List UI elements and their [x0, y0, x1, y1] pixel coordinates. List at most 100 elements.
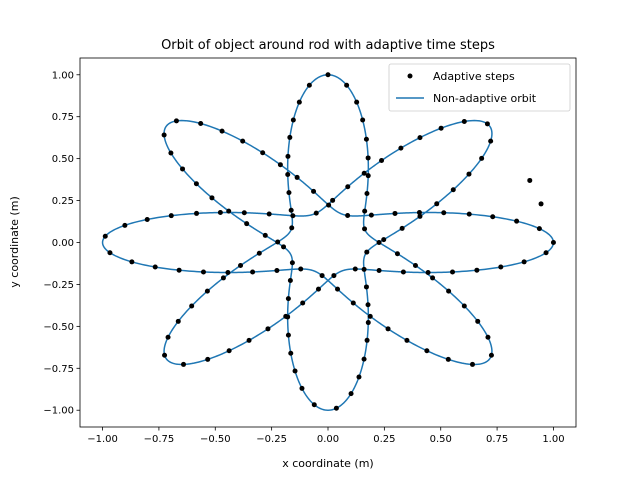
- adaptive-step-point: [319, 273, 325, 279]
- adaptive-step-point: [311, 188, 317, 194]
- adaptive-step-point: [265, 326, 271, 332]
- adaptive-step-point: [399, 225, 405, 231]
- adaptive-step-point: [446, 288, 452, 294]
- adaptive-step-point: [226, 208, 232, 214]
- adaptive-step-point: [129, 259, 135, 265]
- x-tick-label: 0.75: [486, 434, 508, 445]
- adaptive-step-point: [475, 318, 481, 324]
- x-tick-label: 0.50: [430, 434, 452, 445]
- adaptive-step-point: [193, 181, 199, 187]
- adaptive-step-point: [217, 210, 223, 216]
- adaptive-step-point: [430, 275, 436, 281]
- adaptive-step-point: [490, 214, 496, 220]
- adaptive-step-point: [438, 125, 444, 131]
- adaptive-step-point: [238, 262, 244, 268]
- adaptive-step-point: [361, 170, 367, 176]
- adaptive-step-point: [364, 249, 370, 255]
- adaptive-step-point: [466, 211, 472, 217]
- adaptive-step-point: [277, 162, 283, 168]
- adaptive-step-point: [240, 138, 246, 144]
- x-tick-label: 0.25: [373, 434, 395, 445]
- adaptive-step-point: [262, 232, 268, 238]
- adaptive-step-point: [379, 158, 385, 164]
- adaptive-step-point: [161, 132, 167, 138]
- adaptive-step-point: [514, 218, 520, 224]
- adaptive-step-point: [287, 278, 293, 284]
- adaptive-step-point: [292, 368, 298, 374]
- y-tick-label: 0.50: [52, 154, 74, 165]
- adaptive-step-point: [244, 221, 250, 227]
- adaptive-step-point: [298, 266, 304, 272]
- adaptive-step-point: [333, 405, 339, 411]
- adaptive-step-point: [226, 348, 232, 354]
- y-tick-label: 0.75: [52, 112, 74, 123]
- adaptive-step-point: [289, 225, 295, 231]
- adaptive-step-point: [417, 213, 423, 219]
- adaptive-step-point: [365, 320, 371, 326]
- adaptive-step-point: [198, 121, 204, 127]
- adaptive-step-point: [219, 128, 225, 134]
- adaptive-step-point: [260, 150, 266, 156]
- y-tick-label: 1.00: [52, 70, 74, 81]
- adaptive-step-point: [285, 332, 291, 338]
- y-tick-label: −1.00: [43, 406, 74, 417]
- adaptive-step-point: [209, 195, 215, 201]
- adaptive-step-point: [246, 337, 252, 343]
- adaptive-step-point: [311, 402, 317, 408]
- adaptive-step-point: [102, 233, 108, 239]
- adaptive-step-point: [220, 275, 226, 281]
- legend-marker-adaptive-steps: [407, 73, 413, 79]
- adaptive-step-point: [122, 222, 128, 228]
- adaptive-step-point: [162, 352, 168, 358]
- adaptive-step-point: [345, 184, 351, 190]
- adaptive-step-point: [152, 264, 158, 270]
- legend-label-non-adaptive-orbit: Non-adaptive orbit: [433, 92, 537, 105]
- x-tick-label: 0.00: [317, 434, 339, 445]
- adaptive-step-point: [404, 337, 410, 343]
- adaptive-step-point: [400, 269, 406, 275]
- y-tick-label: −0.50: [43, 322, 74, 333]
- adaptive-step-point: [294, 174, 300, 180]
- x-tick-label: −0.25: [256, 434, 287, 445]
- adaptive-step-point: [352, 266, 358, 272]
- adaptive-step-point: [326, 202, 332, 208]
- adaptive-step-point: [250, 269, 256, 275]
- adaptive-step-point: [527, 177, 533, 183]
- adaptive-step-point: [286, 190, 292, 196]
- adaptive-step-point: [450, 187, 456, 193]
- adaptive-step-point: [364, 190, 370, 196]
- adaptive-step-point: [285, 171, 291, 177]
- adaptive-step-point: [498, 264, 504, 270]
- adaptive-step-point: [287, 134, 293, 140]
- adaptive-step-point: [466, 171, 472, 177]
- adaptive-step-point: [416, 210, 422, 216]
- adaptive-step-point: [285, 296, 291, 302]
- y-axis: −1.00 −0.75 −0.50 −0.25 0.00 0.25 0.50 0.75 1.00: [43, 70, 80, 417]
- adaptive-step-point: [425, 270, 431, 276]
- adaptive-step-point: [538, 201, 544, 207]
- adaptive-step-point: [335, 286, 341, 292]
- adaptive-step-point: [289, 260, 295, 266]
- adaptive-step-point: [469, 361, 475, 367]
- adaptive-step-point: [434, 201, 440, 207]
- legend-box: [388, 63, 571, 112]
- adaptive-step-point: [362, 226, 368, 232]
- adaptive-step-point: [345, 213, 351, 219]
- y-tick-label: 0.25: [52, 196, 74, 207]
- adaptive-step-point: [385, 326, 391, 332]
- adaptive-step-point: [543, 250, 549, 256]
- adaptive-step-point: [204, 288, 210, 294]
- adaptive-step-point: [363, 136, 369, 142]
- adaptive-step-point: [479, 155, 485, 161]
- adaptive-step-point: [365, 302, 371, 308]
- series-adaptive-steps-markers: [102, 72, 556, 411]
- adaptive-step-point: [521, 259, 527, 265]
- adaptive-step-point: [296, 99, 302, 105]
- adaptive-step-point: [299, 385, 305, 391]
- adaptive-step-point: [365, 155, 371, 161]
- adaptive-step-point: [367, 313, 373, 319]
- x-axis: −1.00 −0.75 −0.50 −0.25 0.00 0.25 0.50 0.75 1.00: [87, 427, 565, 445]
- chart-title: Orbit of object around rod with adaptive…: [161, 38, 495, 53]
- adaptive-step-point: [362, 208, 368, 214]
